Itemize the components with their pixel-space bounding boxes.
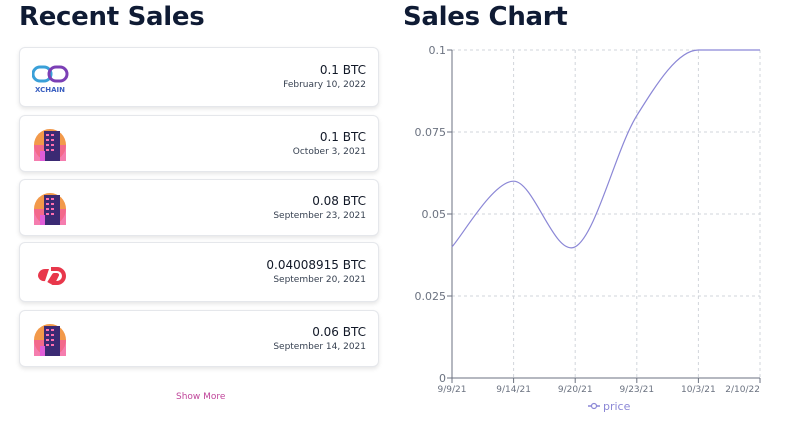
y-tick-label: 0.025: [415, 290, 447, 303]
x-tick-label: 9/14/21: [496, 385, 531, 395]
counterparty-logo-icon: [38, 267, 66, 285]
sales-chart-title: Sales Chart: [403, 2, 568, 32]
sale-amount: 0.1 BTC: [319, 63, 366, 77]
svg-text:XCHAIN: XCHAIN: [35, 86, 65, 94]
sale-date: September 14, 2021: [273, 342, 366, 352]
x-tick-label: 2/10/22: [725, 385, 760, 395]
sale-amount: 0.08 BTC: [312, 194, 366, 208]
sale-date: September 23, 2021: [273, 211, 366, 221]
legend-label: price: [603, 400, 631, 413]
sale-date: October 3, 2021: [292, 147, 366, 157]
sale-amount: 0.06 BTC: [312, 325, 366, 339]
x-tick-label: 9/23/21: [619, 385, 654, 395]
sale-card[interactable]: 0.08 BTC September 23, 2021: [19, 179, 379, 236]
y-tick-label: 0: [439, 372, 446, 385]
sale-date: September 20, 2021: [273, 275, 366, 285]
x-tick-label: 9/20/21: [558, 385, 593, 395]
x-tick-label: 10/3/21: [681, 385, 716, 395]
sale-card[interactable]: 0.04008915 BTC September 20, 2021: [19, 242, 379, 302]
building-art-icon: [34, 193, 66, 225]
y-tick-label: 0.075: [415, 126, 447, 139]
xchain-logo-icon: XCHAIN: [32, 65, 69, 94]
sale-amount: 0.1 BTC: [319, 130, 366, 144]
series-line-price: [451, 49, 760, 249]
sale-card[interactable]: 0.1 BTC October 3, 2021: [19, 115, 379, 172]
sale-card[interactable]: XCHAIN 0.1 BTC February 10, 2022: [19, 47, 379, 107]
show-more-link[interactable]: Show More: [176, 392, 226, 402]
recent-sales-title: Recent Sales: [19, 2, 205, 32]
x-tick-label: 9/9/21: [438, 385, 467, 395]
sale-card[interactable]: 0.06 BTC September 14, 2021: [19, 310, 379, 367]
y-tick-label: 0.05: [422, 208, 447, 221]
sale-amount: 0.04008915 BTC: [266, 258, 366, 272]
legend-marker-icon: [590, 402, 598, 410]
sales-chart: 0 0.025 0.05 0.075 0.1 9/9/21 9/14/21 9/20/21 9/…: [415, 44, 761, 413]
y-tick-label: 0.1: [429, 44, 447, 57]
building-art-icon: [34, 129, 66, 161]
building-art-icon: [34, 324, 66, 356]
sale-date: February 10, 2022: [283, 80, 366, 90]
